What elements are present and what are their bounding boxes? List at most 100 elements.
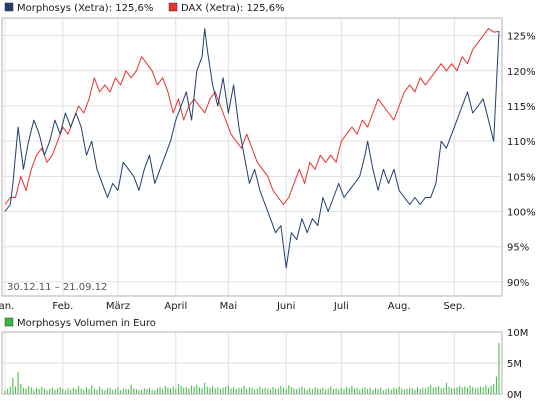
volume-bar (36, 387, 37, 394)
volume-bar (390, 389, 392, 394)
volume-bar (335, 388, 337, 394)
volume-bar (222, 387, 224, 394)
volume-bar (130, 384, 132, 394)
volume-bar (298, 387, 300, 394)
volume-y-tick-label: 10M (507, 328, 528, 339)
volume-bar (170, 388, 171, 394)
volume-bar (7, 389, 9, 394)
volume-bar (369, 387, 371, 394)
volume-bar (364, 387, 366, 394)
volume-bar (167, 387, 169, 394)
volume-bar (398, 386, 400, 394)
volume-bar (430, 385, 432, 394)
volume-bar (180, 385, 182, 394)
x-tick-label: Juni (276, 301, 295, 312)
volume-bar (20, 384, 22, 394)
volume-bar (251, 387, 253, 394)
volume-bar (151, 389, 153, 394)
volume-bar (177, 384, 179, 394)
volume-bar (288, 385, 290, 394)
volume-bar (272, 387, 274, 394)
volume-bar (327, 388, 329, 394)
volume-bar (361, 388, 363, 394)
volume-bar (427, 386, 429, 394)
date-range-label: 30.12.11 – 21.09.12 (7, 282, 107, 293)
volume-panel: 0M 5M 10M (1, 328, 528, 401)
legend-swatch-dax (168, 2, 178, 12)
volume-bar (477, 387, 479, 394)
volume-bar (25, 388, 27, 394)
volume-bar (117, 387, 119, 394)
volume-bar (59, 387, 61, 394)
volume-bar (435, 387, 437, 394)
volume-bar (120, 390, 122, 394)
volume-bar (285, 389, 287, 394)
volume-bar (128, 389, 129, 394)
volume-bar (401, 388, 403, 394)
volume-bar (188, 388, 190, 394)
price-y-tick-label: 105% (507, 172, 536, 183)
volume-bar (380, 387, 382, 394)
x-tick-label: Sep. (443, 301, 465, 312)
volume-gridlines (2, 331, 502, 395)
volume-bar (212, 385, 214, 394)
volume-bar (419, 389, 421, 394)
volume-bar (28, 385, 30, 394)
volume-y-tick-label: 5M (507, 359, 522, 370)
volume-bar (233, 387, 235, 394)
volume-bar (33, 389, 35, 394)
volume-bar (227, 385, 229, 394)
price-y-tick-label: 120% (507, 67, 536, 78)
volume-bar (43, 388, 45, 394)
volume-bar (280, 385, 282, 394)
volume-bar (125, 389, 127, 394)
volume-bar (367, 389, 369, 394)
volume-bar (453, 388, 455, 394)
volume-bar (206, 386, 208, 394)
volume-bar (91, 385, 93, 394)
volume-bar (51, 387, 53, 394)
price-y-tick-label: 90% (507, 278, 529, 289)
volume-bar (220, 389, 221, 394)
price-panel: 90% 95% 100% 105% 110% 115% 120% 125% Jan. Feb. M… (0, 17, 536, 312)
volume-bar (451, 387, 453, 394)
x-tick-label: Mai (220, 301, 238, 312)
volume-bar (306, 389, 308, 394)
x-axis: Jan. Feb. März April Mai Juni Juli Aug. Sep. (0, 301, 465, 312)
volume-bar (393, 387, 395, 394)
volume-bar (301, 386, 303, 394)
price-gridlines (2, 18, 502, 296)
volume-bar (138, 390, 140, 394)
volume-bar (351, 385, 353, 394)
volume-bar (154, 390, 156, 394)
volume-bar (62, 389, 64, 394)
price-plot-frame (1, 17, 503, 297)
volume-bar (445, 382, 447, 394)
volume-bar (109, 387, 111, 394)
volume-bar (86, 387, 87, 394)
volume-bar (12, 377, 14, 394)
volume-bar (70, 389, 72, 394)
volume-bar (107, 388, 108, 394)
volume-bar (488, 387, 489, 394)
volume-bar (30, 387, 32, 394)
volume-bar (49, 389, 51, 394)
volume-bar (354, 389, 355, 394)
volume-bar (72, 387, 74, 394)
legend-label-volume: Morphosys Volumen in Euro (17, 318, 156, 329)
volume-bar (333, 389, 334, 394)
volume-bar (38, 389, 40, 394)
volume-bar (133, 388, 135, 394)
volume-bar (104, 390, 106, 394)
volume-bar (235, 389, 237, 394)
volume-bar (311, 389, 313, 394)
volume-bar (343, 389, 345, 394)
volume-bar (304, 388, 306, 394)
volume-bar (382, 390, 384, 394)
volume-bar (204, 382, 206, 394)
volume-bar (146, 389, 148, 394)
volume-bar (230, 388, 232, 394)
volume-bar (485, 385, 487, 394)
volume-bar (317, 388, 319, 394)
